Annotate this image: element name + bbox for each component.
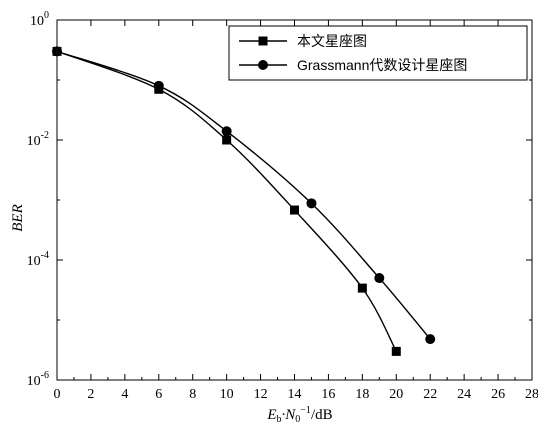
x-tick-label: 16 xyxy=(321,387,335,402)
x-tick-label: 0 xyxy=(54,387,61,402)
series-1-point xyxy=(290,205,299,215)
x-tick-label: 10 xyxy=(220,387,234,402)
legend-label: 本文星座图 xyxy=(297,33,367,49)
legend-label: Grassmann代数设计星座图 xyxy=(297,57,467,73)
x-tick-label: 14 xyxy=(288,387,302,402)
x-axis-title: Eb·N0−1/dB xyxy=(266,405,332,425)
series-2-line xyxy=(56,50,431,340)
series-1-point xyxy=(391,346,401,356)
legend-box xyxy=(228,25,528,81)
x-tick-label: 24 xyxy=(457,387,471,402)
y-axis-title: BER xyxy=(10,204,26,232)
legend: 本文星座图 Grassmann代数设计星座图 xyxy=(228,25,528,81)
series-2-point xyxy=(374,273,385,284)
series-2-point xyxy=(221,126,232,137)
legend-marker xyxy=(258,60,268,70)
series-1-point xyxy=(222,135,232,145)
y-tick-label: 10-2 xyxy=(27,130,49,149)
x-tick-label: 2 xyxy=(87,387,94,402)
y-tick-label: 10-6 xyxy=(27,370,49,389)
series-2-point xyxy=(425,334,436,345)
series-2-point xyxy=(52,46,62,57)
y-tick-label: 10-4 xyxy=(27,250,49,269)
x-tick-label: 6 xyxy=(155,387,162,402)
x-tick-label: 26 xyxy=(491,387,505,402)
y-tick-label: 100 xyxy=(30,10,49,29)
series-1-point xyxy=(357,283,367,293)
series-2-point xyxy=(306,198,317,209)
legend-marker xyxy=(258,36,268,46)
series-1-line xyxy=(56,50,397,352)
x-tick-label: 18 xyxy=(355,387,369,402)
x-tick-label: 28 xyxy=(525,387,538,402)
x-tick-label: 22 xyxy=(423,387,437,402)
x-tick-label: 20 xyxy=(389,387,403,402)
series-layer xyxy=(52,46,436,356)
series-2-point xyxy=(153,80,164,91)
x-tick-label: 8 xyxy=(189,387,196,402)
x-tick-label: 12 xyxy=(254,387,268,402)
x-tick-label: 4 xyxy=(121,387,128,402)
